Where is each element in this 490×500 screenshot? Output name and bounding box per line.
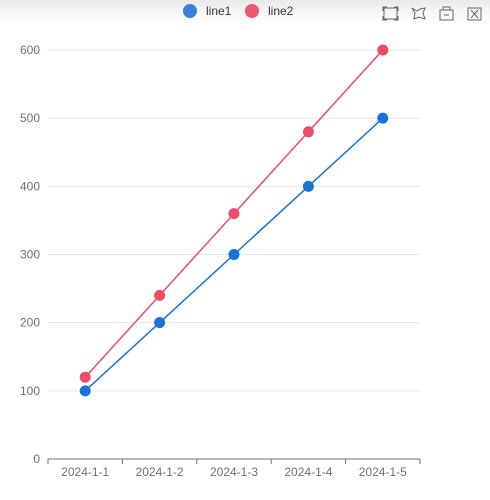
line1-point [302,180,314,192]
line1-point [154,317,166,329]
legend-item-line2[interactable]: line2 [245,4,294,18]
y-tick-label: 300 [20,248,40,262]
toolbox[interactable] [382,6,482,21]
y-tick-label: 0 [33,452,40,466]
x-tick-label: 2024-1-1 [61,465,109,479]
line2-legend-marker [245,4,259,18]
restore-icon[interactable] [439,6,454,21]
save-image-icon[interactable] [467,7,482,21]
y-tick-label: 100 [20,384,40,398]
legend-label: line2 [268,4,294,18]
y-tick-label: 200 [20,316,40,330]
zoom-reset-icon[interactable] [411,7,426,20]
top-shadow [0,0,490,26]
x-tick-label: 2024-1-4 [284,465,332,479]
x-tick-label: 2024-1-3 [210,465,258,479]
line2-point [302,126,314,138]
y-tick-label: 500 [20,111,40,125]
line2-point [377,44,389,56]
y-tick-label: 600 [20,43,40,57]
line1-point [377,112,389,124]
line1-legend-marker [183,4,197,18]
x-tick-label: 2024-1-2 [136,465,184,479]
line2-point [154,289,166,301]
line1-point [228,249,240,260]
series-layer [79,44,389,397]
line2-point [228,208,240,220]
legend-label: line1 [206,4,232,18]
line2-point [79,371,91,383]
zoom-icon[interactable] [382,6,399,21]
line1-point [79,385,91,397]
grid-layer [48,49,420,392]
legend-item-line1[interactable]: line1 [183,4,232,18]
x-tick-label: 2024-1-5 [359,465,407,479]
axis-layer: 0 100 200 300 400 500 600 2024-1-1 2024-1-2 2024-… [20,43,421,479]
y-tick-label: 400 [20,179,40,193]
legend[interactable]: line1 line2 [183,4,294,18]
